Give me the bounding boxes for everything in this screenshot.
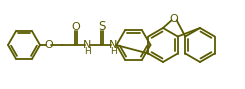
Text: O: O [71, 22, 80, 32]
Text: H: H [84, 46, 91, 56]
Text: O: O [44, 40, 53, 49]
Text: N: N [109, 40, 118, 49]
Text: H: H [110, 46, 117, 56]
Text: N: N [83, 40, 92, 49]
Text: O: O [170, 14, 179, 24]
Text: S: S [98, 19, 105, 32]
